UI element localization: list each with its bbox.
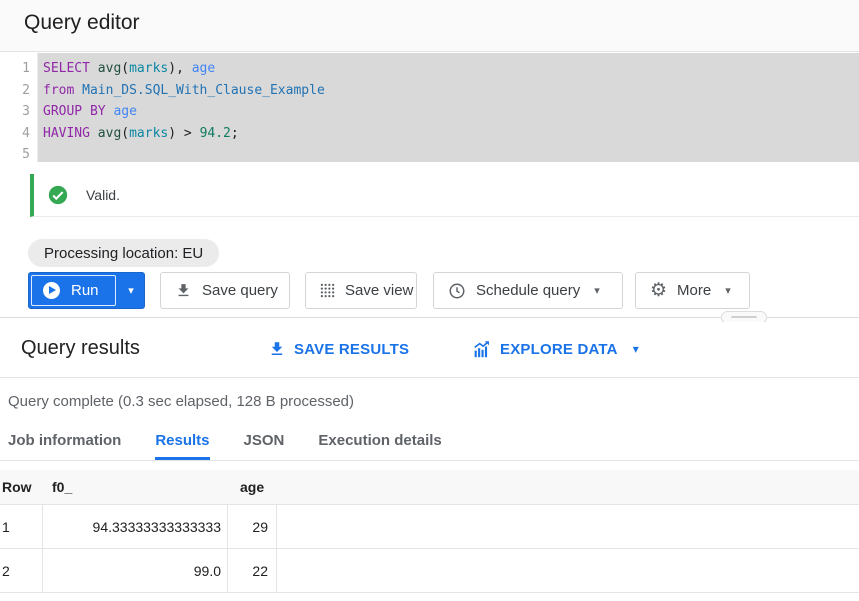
save-query-button[interactable]: Save query [160,272,290,309]
explore-data-button[interactable]: EXPLORE DATA ▾ [472,340,639,358]
chevron-down-icon: ▾ [594,285,600,297]
cell-f0: 99.0 [42,549,228,592]
schedule-query-button[interactable]: Schedule query ▾ [433,272,623,309]
chevron-down-icon: ▾ [632,342,639,356]
code-token: marks [129,61,169,76]
tab-execution-details[interactable]: Execution details [318,431,442,449]
table-header-row: Row f0_ age [0,470,859,505]
code-token: GROUP BY [43,104,106,119]
code-token: HAVING [43,125,90,141]
code-line[interactable]: from Main_DS.SQL_With_Clause_Example [43,80,859,102]
code-line[interactable] [43,144,859,162]
column-header-age: age [240,479,265,495]
query-editor-header: Query editor [0,0,859,52]
explore-data-label: EXPLORE DATA [500,340,618,358]
cell-row-number: 2 [2,562,10,579]
schedule-query-label: Schedule query [476,282,581,299]
code-token: 94.2 [199,125,231,141]
clock-icon [448,282,466,300]
code-token: age [113,104,137,119]
download-icon [271,342,283,355]
cell-f0: 94.33333333333333 [42,505,228,548]
run-button-group[interactable]: Run ▾ [28,272,145,309]
table-row: 1 94.33333333333333 29 [0,505,859,549]
download-icon [175,282,192,299]
line-number: 4 [22,125,30,141]
tab-json[interactable]: JSON [243,431,285,449]
code-token: > [176,125,200,141]
code-token: avg [97,61,122,76]
code-token [74,83,82,98]
panel-divider [0,317,859,318]
code-token: avg [97,125,122,141]
gear-icon: ⚙ [650,280,668,301]
bar-chart-icon [474,341,489,358]
column-header-row: Row [2,479,32,495]
code-token: Main_DS.SQL_With_Clause_Example [82,82,325,98]
code-token: marks [129,125,169,141]
code-token: SELECT [43,61,90,76]
save-view-button[interactable]: Save view [305,272,417,309]
code-line[interactable]: HAVING avg(marks) > 94.2; [43,123,859,145]
query-toolbar: Run ▾ Save query Save view [28,272,750,309]
processing-location-chip: Processing location: EU [28,239,220,267]
code-token: ), [168,61,184,76]
code-token: from [43,82,75,98]
results-table: Row f0_ age 1 94.33333333333333 29 2 99.0 22 [0,470,859,593]
run-button-label: Run [71,282,99,299]
query-results-title: Query results [21,337,140,359]
table-row: 2 99.0 22 [0,549,859,593]
code-token [90,126,98,141]
code-token: ) [168,125,177,141]
processing-location-label: Processing location: EU [44,244,204,262]
code-token: ( [121,125,130,141]
check-circle-icon [48,185,68,205]
grid-dots-icon [320,283,335,298]
page-title: Query editor [24,11,140,34]
results-tabs: Job information Results JSON Execution deta… [0,423,859,461]
line-number: 2 [22,82,30,98]
run-dropdown-button[interactable]: ▾ [118,273,144,308]
code-token [184,61,192,76]
line-number-gutter: 1 2 3 4 5 [0,53,38,162]
more-button[interactable]: ⚙ More ▾ [635,272,750,309]
line-number: 5 [22,147,30,162]
query-status-text: Query complete (0.3 sec elapsed, 128 B p… [8,393,355,410]
code-line[interactable]: GROUP BY age [43,101,859,123]
cell-row-number: 1 [2,518,10,535]
save-view-label: Save view [345,282,414,299]
tab-job-information[interactable]: Job information [8,431,122,449]
more-label: More [677,282,712,299]
cell-age: 22 [228,549,277,592]
cell-age: 29 [228,505,277,548]
save-query-label: Save query [202,282,278,299]
code-lines[interactable]: SELECT avg(marks), age from Main_DS.SQL_W… [38,53,859,162]
save-results-button[interactable]: SAVE RESULTS [268,340,409,358]
chevron-down-icon: ▾ [725,285,731,297]
line-number: 3 [22,104,30,119]
validation-status-panel: Valid. [30,174,859,217]
code-token: age [191,61,216,76]
query-results-header: Query results SAVE RESULTS EXPLORE DATA … [0,322,859,378]
code-token: ( [121,61,130,76]
line-number: 1 [22,61,30,76]
tab-results[interactable]: Results [155,423,210,460]
save-results-label: SAVE RESULTS [294,340,410,358]
table-body: 1 94.33333333333333 29 2 99.0 22 [0,505,859,593]
code-line[interactable]: SELECT avg(marks), age [43,58,859,80]
run-button[interactable]: Run [31,275,116,306]
chevron-down-icon: ▾ [128,285,134,297]
column-header-f0: f0_ [52,479,73,495]
validation-message: Valid. [86,187,120,203]
code-token: ; [230,125,239,141]
play-circle-icon [43,282,60,299]
code-token [90,61,98,76]
